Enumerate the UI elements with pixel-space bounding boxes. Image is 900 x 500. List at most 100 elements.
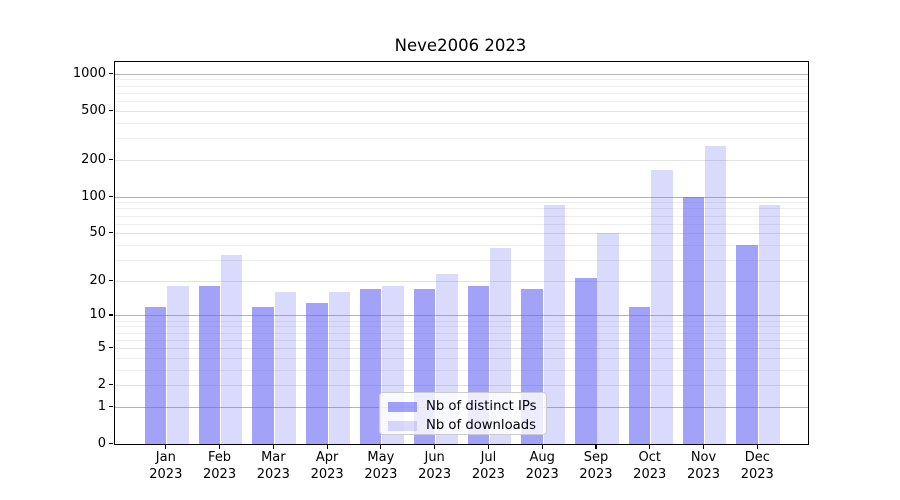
bar-downloads	[220, 255, 243, 444]
gridline	[115, 326, 808, 328]
x-tick-label: Jun 2023	[407, 450, 463, 483]
gridline	[115, 215, 808, 217]
x-tick-month: Jan	[155, 450, 176, 465]
gridline	[115, 280, 808, 282]
legend-label: Nb of distinct IPs	[426, 399, 537, 414]
bar-distinct-ips	[682, 196, 705, 444]
y-tick-mark	[109, 384, 113, 386]
bar-downloads	[651, 170, 673, 444]
x-tick-mark	[595, 445, 597, 449]
y-tick-mark	[109, 346, 113, 349]
gridline	[115, 244, 808, 246]
x-tick-label: Mar 2023	[245, 450, 301, 483]
gridline	[115, 259, 808, 261]
x-tick-label: Oct 2023	[622, 450, 678, 483]
bar-downloads	[274, 292, 297, 444]
x-tick-label: Apr 2023	[299, 450, 355, 483]
y-tick-mark	[109, 232, 113, 234]
gridline	[115, 196, 808, 198]
gridline	[115, 332, 808, 334]
x-tick-label: Jan 2023	[138, 450, 194, 483]
plot-area: Nb of distinct IPs Nb of downloads	[114, 61, 809, 445]
gridline	[115, 369, 808, 371]
gridline	[115, 223, 808, 225]
x-tick-label: Jul 2023	[460, 450, 516, 483]
x-tick-month: Nov	[690, 450, 717, 465]
y-tick-label: 50	[89, 225, 106, 241]
gridline	[115, 347, 808, 349]
x-tick-label: Feb 2023	[192, 450, 248, 483]
gridline	[115, 159, 808, 161]
y-tick-label: 0	[97, 436, 106, 451]
x-tick-year: 2023	[525, 466, 559, 482]
x-tick-month: Apr	[315, 450, 339, 465]
x-tick-month: Sep	[583, 450, 609, 465]
bar-distinct-ips	[736, 244, 758, 444]
x-tick-mark	[272, 445, 274, 449]
y-tick-mark	[109, 314, 113, 316]
x-tick-mark	[649, 445, 651, 449]
x-tick-month: Mar	[261, 450, 286, 465]
legend-item-downloads: Nb of downloads	[388, 417, 538, 434]
bar-downloads	[167, 286, 189, 444]
x-tick-mark	[702, 445, 705, 449]
chart-title: Neve2006 2023	[394, 36, 527, 55]
gridline	[115, 315, 808, 317]
bar-downloads	[597, 233, 619, 444]
legend-label: Nb of downloads	[426, 418, 536, 433]
bar-distinct-ips	[198, 286, 221, 444]
x-tick-mark	[218, 445, 221, 449]
x-tick-label: Nov 2023	[676, 450, 732, 483]
bar-distinct-ips	[628, 306, 651, 444]
y-tick-label: 1000	[72, 65, 106, 81]
bar-distinct-ips	[359, 289, 382, 444]
x-tick-mark	[541, 445, 543, 449]
gridline	[115, 233, 808, 235]
y-tick-mark	[109, 158, 113, 160]
bar-downloads	[543, 205, 566, 444]
y-tick-label: 10	[89, 307, 106, 323]
gridline	[115, 92, 808, 94]
y-tick-mark	[109, 442, 113, 445]
x-tick-month: Feb	[208, 450, 232, 465]
bar-downloads	[704, 145, 727, 444]
x-tick-mark	[756, 445, 758, 449]
bar-distinct-ips	[252, 306, 274, 444]
gridline	[115, 73, 808, 75]
gridline	[115, 385, 808, 387]
legend-swatch-distinct-ips	[388, 401, 417, 412]
y-tick-label: 100	[81, 188, 106, 204]
x-tick-year: 2023	[364, 466, 398, 482]
x-tick-month: Jul	[480, 450, 497, 465]
x-tick-year: 2023	[310, 466, 344, 482]
x-tick-year: 2023	[418, 466, 452, 482]
bar-distinct-ips	[144, 306, 167, 444]
legend-swatch-downloads	[388, 420, 417, 431]
x-tick-year: 2023	[203, 466, 237, 482]
x-tick-year: 2023	[149, 466, 183, 482]
y-tick-mark	[109, 109, 113, 111]
x-tick-year: 2023	[579, 466, 613, 482]
x-tick-mark	[434, 445, 436, 449]
y-tick-label: 2	[97, 377, 106, 393]
y-tick-mark	[109, 405, 113, 407]
y-tick-mark	[109, 279, 113, 281]
x-tick-mark	[487, 445, 489, 449]
x-tick-label: Aug 2023	[514, 450, 570, 483]
gridline	[115, 138, 808, 140]
x-tick-month: Jun	[424, 450, 445, 465]
y-tick-label: 500	[81, 102, 106, 118]
gridline	[115, 79, 808, 81]
y-tick-label: 200	[81, 151, 106, 167]
gridline	[115, 110, 808, 112]
x-tick-year: 2023	[740, 466, 774, 482]
x-tick-year: 2023	[471, 466, 505, 482]
bar-distinct-ips	[306, 302, 328, 444]
gridline	[115, 101, 808, 103]
x-tick-mark	[165, 445, 167, 449]
gridline	[115, 320, 808, 322]
legend: Nb of distinct IPs Nb of downloads	[379, 392, 547, 435]
bar-distinct-ips	[575, 278, 597, 444]
x-tick-mark	[380, 445, 382, 449]
